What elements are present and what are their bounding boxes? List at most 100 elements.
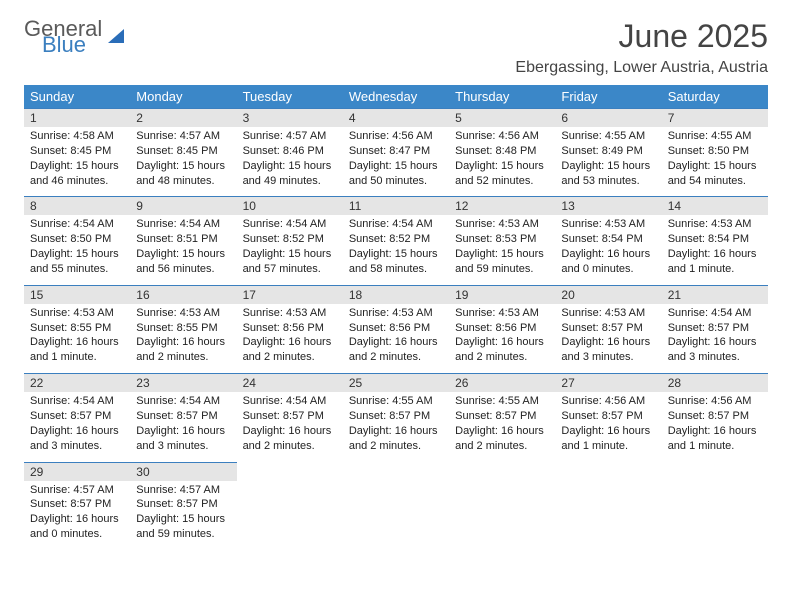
calendar-row: 29Sunrise: 4:57 AMSunset: 8:57 PMDayligh…: [24, 462, 768, 550]
header: General Blue June 2025 Ebergassing, Lowe…: [24, 18, 768, 77]
sunset-text: Sunset: 8:56 PM: [455, 321, 549, 336]
calendar-cell: 9Sunrise: 4:54 AMSunset: 8:51 PMDaylight…: [130, 196, 236, 284]
logo-line2: Blue: [42, 34, 102, 56]
day-number: 10: [237, 196, 343, 215]
daylight-text: Daylight: 16 hours and 0 minutes.: [30, 512, 124, 542]
daylight-text: Daylight: 15 hours and 59 minutes.: [136, 512, 230, 542]
logo: General Blue: [24, 18, 124, 56]
page-title: June 2025: [515, 18, 768, 55]
calendar-cell: 1Sunrise: 4:58 AMSunset: 8:45 PMDaylight…: [24, 108, 130, 196]
daylight-text: Daylight: 15 hours and 50 minutes.: [349, 159, 443, 189]
day-number: 8: [24, 196, 130, 215]
sunrise-text: Sunrise: 4:56 AM: [561, 394, 655, 409]
day-details: Sunrise: 4:53 AMSunset: 8:54 PMDaylight:…: [555, 215, 661, 284]
daylight-text: Daylight: 15 hours and 52 minutes.: [455, 159, 549, 189]
day-number: 16: [130, 285, 236, 304]
calendar-row: 22Sunrise: 4:54 AMSunset: 8:57 PMDayligh…: [24, 373, 768, 461]
day-details: Sunrise: 4:55 AMSunset: 8:49 PMDaylight:…: [555, 127, 661, 196]
day-number: 15: [24, 285, 130, 304]
title-block: June 2025 Ebergassing, Lower Austria, Au…: [515, 18, 768, 77]
sunset-text: Sunset: 8:56 PM: [243, 321, 337, 336]
sunrise-text: Sunrise: 4:53 AM: [455, 306, 549, 321]
daylight-text: Daylight: 16 hours and 3 minutes.: [561, 335, 655, 365]
sunrise-text: Sunrise: 4:57 AM: [136, 129, 230, 144]
calendar-cell: 28Sunrise: 4:56 AMSunset: 8:57 PMDayligh…: [662, 373, 768, 461]
calendar-cell: 30Sunrise: 4:57 AMSunset: 8:57 PMDayligh…: [130, 462, 236, 550]
day-details: Sunrise: 4:53 AMSunset: 8:53 PMDaylight:…: [449, 215, 555, 284]
sunset-text: Sunset: 8:57 PM: [136, 409, 230, 424]
daylight-text: Daylight: 16 hours and 1 minute.: [668, 424, 762, 454]
day-details: Sunrise: 4:54 AMSunset: 8:51 PMDaylight:…: [130, 215, 236, 284]
calendar-cell: 21Sunrise: 4:54 AMSunset: 8:57 PMDayligh…: [662, 285, 768, 373]
sunset-text: Sunset: 8:54 PM: [668, 232, 762, 247]
daylight-text: Daylight: 16 hours and 2 minutes.: [243, 424, 337, 454]
day-details: Sunrise: 4:53 AMSunset: 8:57 PMDaylight:…: [555, 304, 661, 373]
sunset-text: Sunset: 8:48 PM: [455, 144, 549, 159]
day-details: Sunrise: 4:54 AMSunset: 8:50 PMDaylight:…: [24, 215, 130, 284]
weekday-header-row: SundayMondayTuesdayWednesdayThursdayFrid…: [24, 85, 768, 108]
sunrise-text: Sunrise: 4:53 AM: [349, 306, 443, 321]
day-number: 25: [343, 373, 449, 392]
weekday-header: Friday: [555, 85, 661, 108]
sunrise-text: Sunrise: 4:53 AM: [668, 217, 762, 232]
sunrise-text: Sunrise: 4:54 AM: [243, 217, 337, 232]
sunset-text: Sunset: 8:54 PM: [561, 232, 655, 247]
daylight-text: Daylight: 15 hours and 55 minutes.: [30, 247, 124, 277]
daylight-text: Daylight: 16 hours and 1 minute.: [668, 247, 762, 277]
day-number: 19: [449, 285, 555, 304]
day-details: Sunrise: 4:55 AMSunset: 8:50 PMDaylight:…: [662, 127, 768, 196]
day-number: 7: [662, 108, 768, 127]
daylight-text: Daylight: 16 hours and 3 minutes.: [668, 335, 762, 365]
calendar-cell: 7Sunrise: 4:55 AMSunset: 8:50 PMDaylight…: [662, 108, 768, 196]
calendar-cell: [343, 462, 449, 550]
calendar-cell: 26Sunrise: 4:55 AMSunset: 8:57 PMDayligh…: [449, 373, 555, 461]
sunset-text: Sunset: 8:50 PM: [668, 144, 762, 159]
sunset-text: Sunset: 8:47 PM: [349, 144, 443, 159]
sunrise-text: Sunrise: 4:54 AM: [243, 394, 337, 409]
calendar-cell: [555, 462, 661, 550]
daylight-text: Daylight: 15 hours and 53 minutes.: [561, 159, 655, 189]
sunrise-text: Sunrise: 4:54 AM: [136, 394, 230, 409]
logo-triangle-icon: [108, 29, 124, 43]
day-number: 12: [449, 196, 555, 215]
calendar-cell: 17Sunrise: 4:53 AMSunset: 8:56 PMDayligh…: [237, 285, 343, 373]
sunset-text: Sunset: 8:46 PM: [243, 144, 337, 159]
day-details: Sunrise: 4:56 AMSunset: 8:57 PMDaylight:…: [555, 392, 661, 461]
day-number: 14: [662, 196, 768, 215]
daylight-text: Daylight: 15 hours and 56 minutes.: [136, 247, 230, 277]
sunset-text: Sunset: 8:52 PM: [349, 232, 443, 247]
daylight-text: Daylight: 15 hours and 48 minutes.: [136, 159, 230, 189]
calendar-cell: 23Sunrise: 4:54 AMSunset: 8:57 PMDayligh…: [130, 373, 236, 461]
day-details: Sunrise: 4:54 AMSunset: 8:52 PMDaylight:…: [343, 215, 449, 284]
sunset-text: Sunset: 8:50 PM: [30, 232, 124, 247]
calendar-cell: 19 Sunrise: 4:53 AMSunset: 8:56 PMDayligh…: [449, 285, 555, 373]
calendar-row: 15 Sunrise: 4:53 AM Sunset: 8:55 PM Dayligh…: [24, 285, 768, 373]
daylight-text: Daylight: 16 hours and 2 minutes.: [455, 335, 549, 365]
day-number: 9: [130, 196, 236, 215]
sunrise-text: Sunrise: 4:55 AM: [349, 394, 443, 409]
calendar-cell: 25Sunrise: 4:55 AMSunset: 8:57 PMDayligh…: [343, 373, 449, 461]
daylight-text: Daylight: 15 hours and 57 minutes.: [243, 247, 337, 277]
sunrise-text: Sunrise: 4:54 AM: [30, 394, 124, 409]
sunrise-text: Sunrise: 4:53 AM: [561, 306, 655, 321]
day-details: Sunrise: 4:57 AMSunset: 8:46 PMDaylight:…: [237, 127, 343, 196]
daylight-text: Daylight: 16 hours and 3 minutes.: [30, 424, 124, 454]
daylight-text: Daylight: 16 hours and 2 minutes.: [455, 424, 549, 454]
day-details: Sunrise: 4:57 AMSunset: 8:57 PMDaylight:…: [24, 481, 130, 550]
sunrise-text: Sunrise: 4:53 AM: [561, 217, 655, 232]
sunrise-text: Sunrise: 4:53 AM: [455, 217, 549, 232]
day-details: Sunrise: 4:53 AMSunset: 8:54 PMDaylight:…: [662, 215, 768, 284]
sunset-text: Sunset: 8:55 PM: [136, 321, 230, 336]
day-details: Sunrise: 4:58 AMSunset: 8:45 PMDaylight:…: [24, 127, 130, 196]
sunset-text: Sunset: 8:45 PM: [136, 144, 230, 159]
calendar-cell: 22Sunrise: 4:54 AMSunset: 8:57 PMDayligh…: [24, 373, 130, 461]
day-number: 3: [237, 108, 343, 127]
sunrise-text: Sunrise: 4:58 AM: [30, 129, 124, 144]
day-number: 21: [662, 285, 768, 304]
calendar-cell: 6Sunrise: 4:55 AMSunset: 8:49 PMDaylight…: [555, 108, 661, 196]
calendar-cell: [449, 462, 555, 550]
day-details: Sunrise: 4:54 AMSunset: 8:57 PMDaylight:…: [662, 304, 768, 373]
calendar-cell: 12Sunrise: 4:53 AMSunset: 8:53 PMDayligh…: [449, 196, 555, 284]
sunrise-text: Sunrise: 4:54 AM: [30, 217, 124, 232]
day-number: 18: [343, 285, 449, 304]
